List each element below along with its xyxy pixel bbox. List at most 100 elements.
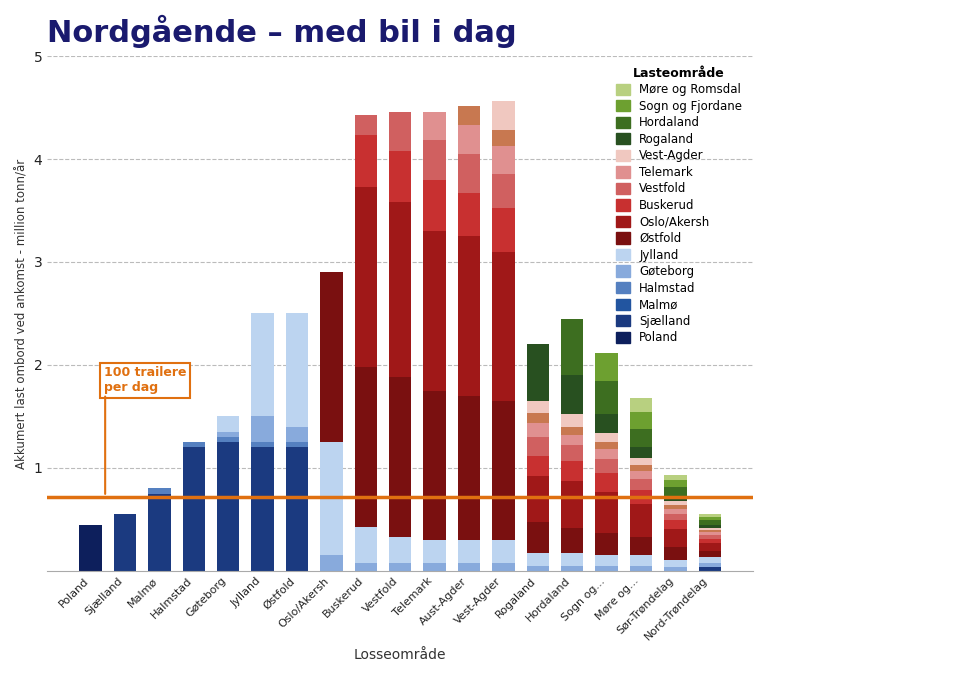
Bar — [389, 563, 411, 571]
Bar — [561, 481, 584, 527]
Bar — [595, 473, 617, 492]
Bar — [664, 475, 686, 480]
Bar — [595, 555, 617, 566]
Bar — [458, 154, 480, 193]
Bar — [595, 433, 617, 442]
Bar — [630, 566, 652, 571]
Bar — [630, 447, 652, 458]
Bar — [527, 523, 549, 553]
Bar — [527, 553, 549, 566]
Bar — [423, 179, 445, 231]
Bar — [699, 539, 721, 543]
Bar — [630, 537, 652, 555]
Bar — [664, 521, 686, 529]
Bar — [630, 504, 652, 537]
Bar — [699, 521, 721, 525]
Bar — [630, 479, 652, 489]
Bar — [458, 236, 480, 396]
Bar — [389, 112, 411, 151]
Bar — [527, 437, 549, 456]
Text: Nordgående – med bil i dag: Nordgående – med bil i dag — [47, 15, 516, 48]
Bar — [182, 442, 204, 447]
Bar — [595, 381, 617, 414]
Bar — [664, 505, 686, 509]
Bar — [630, 412, 652, 429]
Bar — [664, 496, 686, 501]
Bar — [423, 112, 445, 140]
Bar — [321, 442, 343, 555]
Bar — [182, 447, 204, 571]
Bar — [527, 566, 549, 571]
Legend: Møre og Romsdal, Sogn og Fjordane, Hordaland, Rogaland, Vest-Agder, Telemark, Ve: Møre og Romsdal, Sogn og Fjordane, Horda… — [612, 62, 747, 349]
Bar — [527, 401, 549, 414]
Bar — [630, 471, 652, 479]
Bar — [492, 130, 515, 146]
Bar — [595, 353, 617, 381]
Bar — [664, 487, 686, 496]
Bar — [664, 515, 686, 521]
Bar — [286, 442, 308, 447]
Bar — [699, 529, 721, 531]
Bar — [423, 140, 445, 179]
Bar — [561, 445, 584, 460]
Bar — [286, 313, 308, 427]
Y-axis label: Akkumert last ombord ved ankomst - million tonn/år: Akkumert last ombord ved ankomst - milli… — [15, 158, 28, 468]
Bar — [664, 529, 686, 547]
Bar — [492, 252, 515, 401]
X-axis label: Losseområde: Losseområde — [354, 648, 446, 662]
Bar — [458, 396, 480, 540]
Bar — [595, 442, 617, 450]
Bar — [630, 398, 652, 412]
Bar — [527, 414, 549, 422]
Bar — [630, 458, 652, 465]
Bar — [561, 319, 584, 375]
Bar — [286, 427, 308, 442]
Bar — [561, 553, 584, 566]
Bar — [664, 567, 686, 571]
Bar — [458, 125, 480, 154]
Bar — [286, 447, 308, 571]
Bar — [595, 492, 617, 533]
Bar — [354, 563, 377, 571]
Bar — [630, 555, 652, 566]
Bar — [252, 313, 274, 416]
Bar — [389, 537, 411, 563]
Bar — [458, 540, 480, 563]
Bar — [699, 517, 721, 521]
Bar — [389, 151, 411, 202]
Bar — [492, 401, 515, 540]
Bar — [252, 416, 274, 442]
Bar — [148, 489, 171, 494]
Bar — [114, 515, 136, 571]
Bar — [595, 414, 617, 433]
Bar — [699, 557, 721, 563]
Text: 100 trailere
per dag: 100 trailere per dag — [104, 366, 186, 395]
Bar — [389, 202, 411, 377]
Bar — [492, 102, 515, 130]
Bar — [423, 563, 445, 571]
Bar — [217, 442, 239, 571]
Bar — [458, 563, 480, 571]
Bar — [561, 414, 584, 427]
Bar — [595, 566, 617, 571]
Bar — [527, 456, 549, 476]
Bar — [80, 525, 102, 571]
Bar — [252, 447, 274, 571]
Bar — [321, 555, 343, 571]
Bar — [561, 566, 584, 571]
Bar — [527, 345, 549, 401]
Bar — [423, 231, 445, 391]
Bar — [664, 559, 686, 567]
Bar — [492, 175, 515, 209]
Bar — [699, 525, 721, 527]
Bar — [699, 531, 721, 535]
Bar — [664, 501, 686, 505]
Bar — [527, 422, 549, 437]
Bar — [217, 432, 239, 437]
Bar — [630, 465, 652, 471]
Bar — [630, 429, 652, 447]
Bar — [252, 442, 274, 447]
Bar — [699, 551, 721, 557]
Bar — [217, 416, 239, 432]
Bar — [492, 209, 515, 252]
